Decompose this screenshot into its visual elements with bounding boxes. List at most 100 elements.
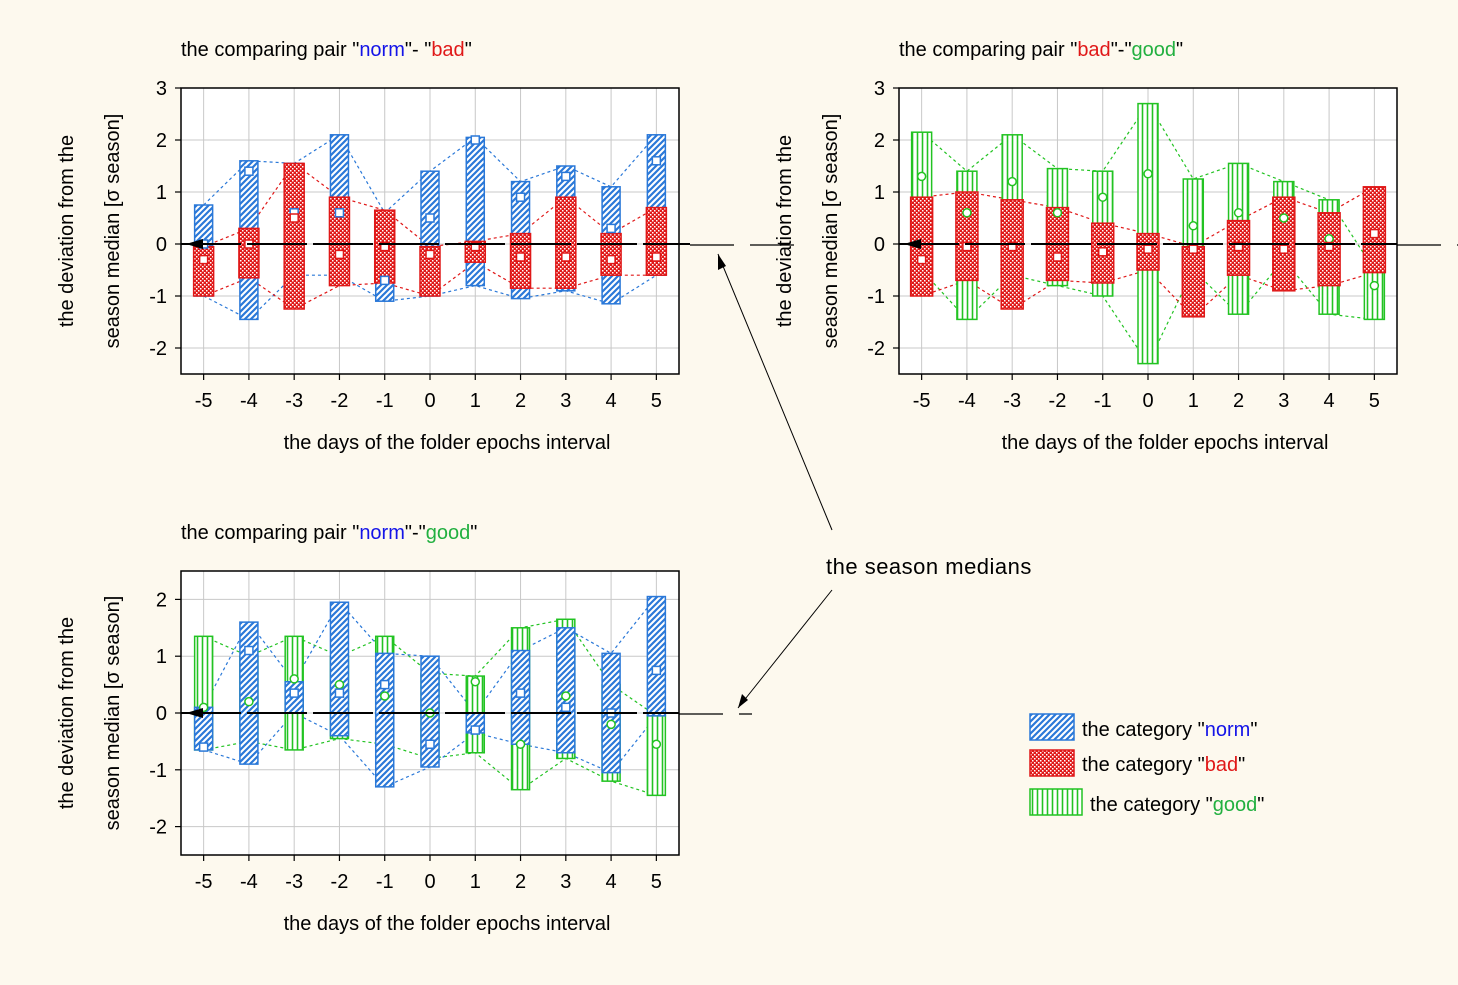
x-tick-label: -2 [1049, 390, 1067, 412]
box-bad--3 [283, 162, 305, 310]
median-marker-norm-5 [651, 665, 662, 676]
median-marker-bad--5 [198, 254, 209, 265]
median-marker-norm--1 [379, 275, 390, 286]
y-tick-label: 2 [874, 130, 885, 152]
box-norm--4 [239, 621, 259, 765]
median-marker-bad-0 [1143, 244, 1153, 254]
median-marker-norm-2 [515, 688, 526, 698]
x-tick-label: -1 [376, 871, 394, 893]
median-marker-bad-4 [1324, 241, 1334, 252]
median-marker-bad--2 [1052, 252, 1063, 262]
y-tick-label: 2 [156, 589, 167, 611]
median-marker-good-2 [1233, 208, 1244, 218]
median-marker-norm-2 [515, 192, 526, 202]
season-median-arrow [186, 708, 203, 718]
median-marker-norm--2 [334, 208, 345, 218]
median-marker-good-2 [515, 739, 526, 749]
median-marker-good-0 [1143, 169, 1153, 179]
median-marker-norm-0 [425, 213, 435, 223]
y-axis-label-line2: season median [σ season] [820, 114, 842, 349]
x-tick-label: -3 [285, 390, 303, 412]
y-tick-label: -1 [149, 286, 167, 308]
x-tick-label: 1 [470, 871, 481, 893]
x-tick-label: -5 [195, 390, 213, 412]
median-marker-good--1 [1097, 192, 1108, 202]
median-marker-good--2 [1052, 208, 1063, 218]
y-tick-label: -2 [149, 817, 167, 839]
x-tick-label: 0 [1142, 390, 1153, 412]
x-tick-label: -4 [240, 871, 258, 893]
x-tick-label: -4 [240, 390, 258, 412]
median-marker-good--4 [962, 208, 972, 218]
chart-panel-norm-good: -2 -1 0 1 2 -5 -4 -3 -2 -1 0 1 2 3 4 5 the days of the f… [56, 522, 752, 935]
box-norm-3 [556, 627, 576, 754]
median-marker-norm-0 [425, 739, 435, 749]
y-tick-label: 0 [874, 234, 885, 256]
y-tick-label: 0 [156, 234, 167, 256]
season-median-arrow [904, 239, 921, 249]
chart-title: the comparing pair "bad"-"good" [899, 39, 1183, 61]
median-marker-bad-1 [470, 241, 481, 252]
x-tick-label: 1 [470, 390, 481, 412]
annotation-label: the season medians [826, 554, 1032, 579]
median-marker-good-4 [1324, 234, 1334, 244]
chart-panel-norm-bad: -2 -1 0 1 2 3 -5 -4 -3 -2 -1 0 1 2 3 4 5 the days of the … [56, 39, 800, 454]
median-marker-good-3 [1279, 213, 1289, 223]
median-marker-norm--5 [198, 742, 209, 752]
median-marker-good--5 [916, 171, 927, 182]
x-tick-label: 5 [651, 871, 662, 893]
median-marker-bad-2 [515, 252, 526, 262]
box-norm-1 [465, 136, 486, 287]
median-marker-norm-4 [606, 223, 616, 234]
median-marker-bad--2 [334, 249, 345, 260]
median-marker-good-3 [561, 691, 571, 701]
median-marker-good--4 [244, 696, 254, 707]
median-marker-bad-2 [1233, 241, 1244, 252]
legend-label-norm: the category "norm" [1082, 719, 1257, 741]
median-marker-good--2 [334, 679, 345, 690]
y-axis-label-line1: the deviation from the [56, 617, 78, 809]
x-tick-label: -2 [331, 390, 349, 412]
box-bad--4 [238, 227, 260, 279]
x-tick-label: 2 [515, 871, 526, 893]
y-tick-label: 3 [156, 78, 167, 100]
x-tick-label: -3 [1003, 390, 1021, 412]
median-marker-good-1 [1188, 221, 1199, 231]
median-marker-good-1 [470, 677, 481, 687]
legend-swatch-bad [1029, 749, 1075, 777]
x-tick-label: 5 [651, 390, 662, 412]
median-marker-bad-5 [651, 252, 662, 262]
box-norm--1 [374, 652, 395, 788]
legend-label-good: the category "good" [1090, 794, 1264, 816]
median-marker-norm--2 [334, 688, 345, 698]
legend: the category "norm" the category "bad" t… [1029, 713, 1264, 816]
median-marker-good--3 [1007, 176, 1017, 187]
x-tick-label: -2 [331, 871, 349, 893]
y-tick-label: 1 [156, 182, 167, 204]
x-tick-label: 0 [424, 871, 435, 893]
median-marker-bad-0 [425, 249, 435, 260]
x-tick-label: 3 [560, 871, 571, 893]
median-marker-bad-5 [1369, 228, 1380, 239]
x-axis-label: the days of the folder epochs interval [284, 432, 611, 454]
box-bad--2 [328, 196, 351, 287]
x-tick-label: -4 [958, 390, 976, 412]
x-axis-label: the days of the folder epochs interval [1002, 432, 1329, 454]
median-marker-bad--4 [962, 241, 972, 252]
chart-title: the comparing pair "norm"-"good" [181, 522, 477, 544]
box-bad-1 [1181, 245, 1206, 318]
median-marker-bad--3 [1007, 241, 1017, 252]
legend-swatch-norm [1029, 713, 1075, 741]
median-marker-good-4 [606, 719, 616, 730]
box-bad--3 [1000, 199, 1024, 310]
median-marker-norm-3 [561, 702, 571, 713]
y-tick-label: -2 [867, 338, 885, 360]
median-marker-norm-3 [561, 171, 571, 182]
y-tick-label: -1 [867, 286, 885, 308]
envelope-norm-high [203, 596, 657, 714]
median-marker-norm--1 [379, 679, 390, 690]
chart-title: the comparing pair "norm"- "bad" [181, 39, 472, 61]
box-bad-4 [600, 232, 622, 276]
season-median-arrow [186, 239, 203, 249]
median-marker-good-5 [1369, 280, 1380, 291]
